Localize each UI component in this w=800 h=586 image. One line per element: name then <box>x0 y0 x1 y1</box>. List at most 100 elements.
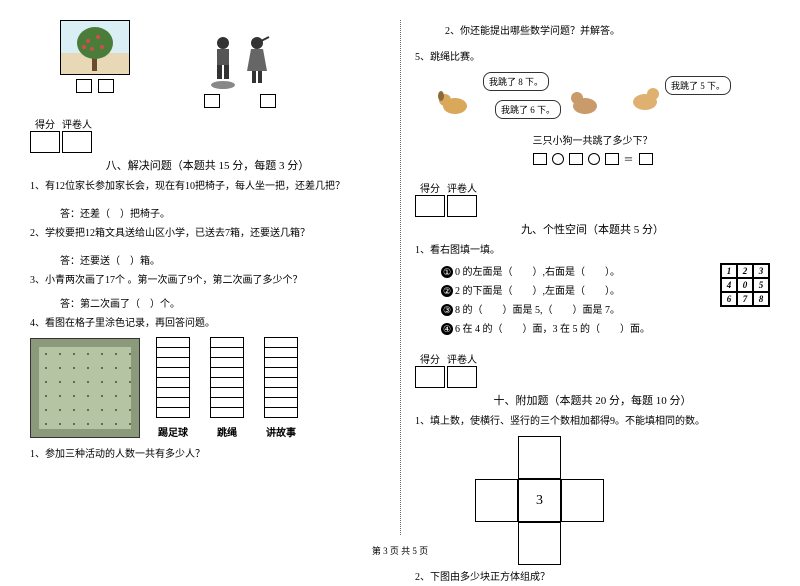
question-3: 3、小青两次画了17个 。第一次画了9个，第二次画了多少个？ <box>30 273 385 289</box>
reviewer-box[interactable] <box>62 131 92 153</box>
blank-box[interactable] <box>639 153 653 165</box>
score-cell: 得分 <box>415 351 445 388</box>
answer-3: 答：第二次画了（ ）个。 <box>60 295 385 310</box>
grid-cell: 4 <box>721 278 737 292</box>
grid-cell: 1 <box>721 264 737 278</box>
grid-cell: 7 <box>737 292 753 306</box>
circled-num-icon: ① <box>441 266 453 278</box>
question-1: 1、有12位家长参加家长会，现在有10把椅子，每人坐一把，还差几把？ <box>30 179 385 195</box>
score-table-9: 得分 评卷人 <box>415 180 770 217</box>
blank-box[interactable] <box>533 153 547 165</box>
reviewer-cell: 评卷人 <box>62 116 92 153</box>
score-label: 得分 <box>30 116 60 131</box>
dog-icon <box>565 84 605 118</box>
grid-cell: 2 <box>737 264 753 278</box>
reviewer-label: 评卷人 <box>447 351 477 366</box>
grid-cell: 8 <box>753 292 769 306</box>
child-boy-icon <box>209 35 237 90</box>
grid-cell: 0 <box>737 278 753 292</box>
column-divider <box>400 20 401 535</box>
bar-col-3: 讲故事 <box>264 338 298 439</box>
score-cell: 得分 <box>30 116 60 153</box>
section-8-title: 八、解决问题（本题共 15 分，每题 3 分） <box>30 157 385 173</box>
op-circle[interactable] <box>588 153 600 165</box>
s10-q2: 2、下图由多少块正方体组成？ <box>415 570 770 586</box>
chart-row: 踢足球 跳绳 讲故事 <box>30 338 385 439</box>
bar-col-2: 跳绳 <box>210 338 244 439</box>
number-grid: 1 2 3 4 0 5 6 7 8 <box>720 263 770 307</box>
s9-item-1: ①0 的左面是（ ）,右面是（ ）。 <box>441 263 650 282</box>
score-box[interactable] <box>30 131 60 153</box>
answer-1: 答：还差（ ）把椅子。 <box>60 205 385 220</box>
dog-question: 三只小狗一共跳了多少下？ <box>415 132 770 147</box>
bar-stack <box>210 338 244 418</box>
grid-cell: 6 <box>721 292 737 306</box>
answer-boxes-children <box>204 94 276 108</box>
score-table-10: 得分 评卷人 <box>415 351 770 388</box>
blank-box[interactable] <box>76 79 92 93</box>
tree-image <box>60 20 130 75</box>
s10-q1: 1、填上数，使横行、竖行的三个数相加都得9。不能填相同的数。 <box>415 414 770 430</box>
score-box[interactable] <box>415 366 445 388</box>
s9-item-4: ④6 在 4 的（ ）面，3 在 5 的（ ）面。 <box>441 320 650 339</box>
op-circle[interactable] <box>552 153 564 165</box>
cross-cell-left[interactable] <box>475 479 518 522</box>
bar-label-3: 讲故事 <box>266 424 296 439</box>
image-row <box>30 20 385 108</box>
question-4: 4、看图在格子里涂色记录，再回答问题。 <box>30 316 385 332</box>
tree-icon <box>70 23 120 73</box>
circled-num-icon: ④ <box>441 323 453 335</box>
blank-box[interactable] <box>260 94 276 108</box>
bar-stack <box>264 338 298 418</box>
section-10-title: 十、附加题（本题共 20 分，每题 10 分） <box>415 392 770 408</box>
right-column: 2、你还能提出哪些数学问题？并解答。 5、跳绳比赛。 我跳了 8 下。 我跳了 … <box>400 20 770 520</box>
question-5: 5、跳绳比赛。 <box>415 50 770 66</box>
bar-col-1: 踢足球 <box>156 338 190 439</box>
children-image-group <box>190 20 290 108</box>
dog-icon <box>625 80 665 114</box>
blank-box[interactable] <box>605 153 619 165</box>
dog-scene: 我跳了 8 下。 我跳了 6 下。 我跳了 5 下。 <box>435 70 770 130</box>
grid-cell: 5 <box>753 278 769 292</box>
question-4-1: 1、参加三种活动的人数一共有多少人？ <box>30 447 385 463</box>
blank-box[interactable] <box>569 153 583 165</box>
cross-cell-top[interactable] <box>518 436 561 479</box>
reviewer-cell: 评卷人 <box>447 180 477 217</box>
score-label: 得分 <box>415 351 445 366</box>
s9-q1: 1、看右图填一填。 <box>415 243 770 259</box>
answer-boxes-tree <box>76 79 114 93</box>
s9-item-2: ②2 的下面是（ ）,左面是（ ）。 <box>441 282 650 301</box>
bubble-3: 我跳了 5 下。 <box>665 76 731 95</box>
section-9-title: 九、个性空间（本题共 5 分） <box>415 221 770 237</box>
blank-box[interactable] <box>98 79 114 93</box>
circled-num-icon: ③ <box>441 304 453 316</box>
question-4-2: 2、你还能提出哪些数学问题？并解答。 <box>445 24 770 40</box>
blank-box[interactable] <box>204 94 220 108</box>
score-box[interactable] <box>415 195 445 217</box>
photo-pattern <box>39 347 131 429</box>
bar-chart: 踢足球 跳绳 讲故事 <box>156 338 298 439</box>
cross-cell-right[interactable] <box>561 479 604 522</box>
reviewer-label: 评卷人 <box>447 180 477 195</box>
circled-num-icon: ② <box>441 285 453 297</box>
reviewer-label: 评卷人 <box>62 116 92 131</box>
children-image <box>190 20 290 90</box>
bubble-1: 我跳了 8 下。 <box>483 72 549 91</box>
cross-cell-center: 3 <box>518 479 561 522</box>
grid-cell: 3 <box>753 264 769 278</box>
bar-label-2: 跳绳 <box>217 424 237 439</box>
bar-label-1: 踢足球 <box>158 424 188 439</box>
s9-list: ①0 的左面是（ ）,右面是（ ）。 ②2 的下面是（ ）,左面是（ ）。 ③8… <box>441 263 650 339</box>
question-2: 2、学校要把12箱文具送给山区小学，已送去7箱，还要送几箱？ <box>30 226 385 242</box>
score-table-8: 得分 评卷人 <box>30 116 385 153</box>
s9-item-3: ③8 的（ ）面是 5,（ ）面是 7。 <box>441 301 650 320</box>
answer-2: 答：还要送（ ）箱。 <box>60 252 385 267</box>
reviewer-box[interactable] <box>447 195 477 217</box>
reviewer-box[interactable] <box>447 366 477 388</box>
bar-stack <box>156 338 190 418</box>
child-girl-icon <box>243 35 271 90</box>
reviewer-cell: 评卷人 <box>447 351 477 388</box>
bubble-2: 我跳了 6 下。 <box>495 100 561 119</box>
page-footer: 第 3 页 共 5 页 <box>0 544 800 557</box>
left-column: 得分 评卷人 八、解决问题（本题共 15 分，每题 3 分） 1、有12位家长参… <box>30 20 400 520</box>
